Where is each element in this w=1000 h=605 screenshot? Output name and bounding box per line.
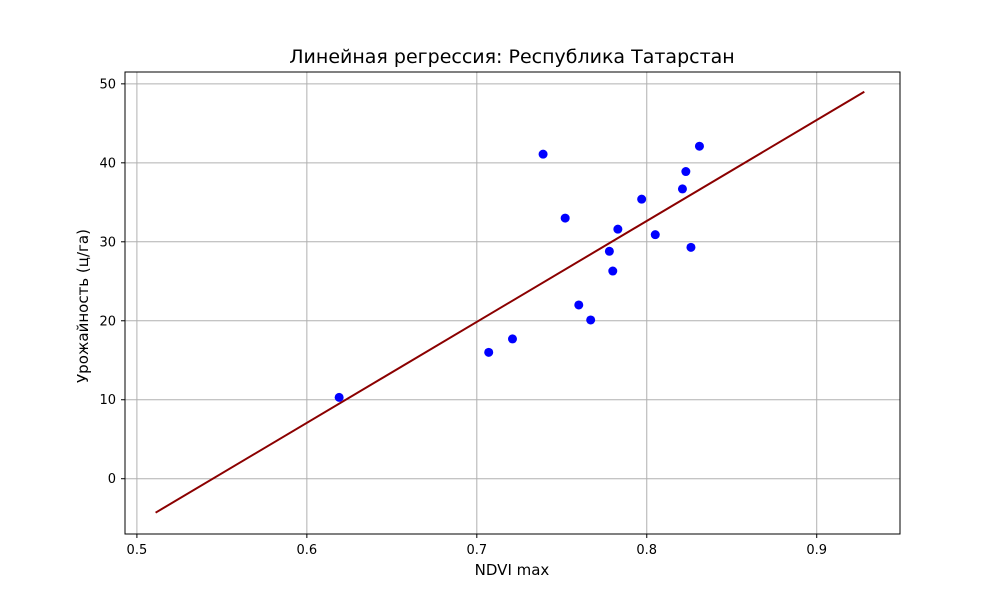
scatter-point [681,167,691,177]
scatter-point [608,266,618,276]
scatter-point [586,315,596,325]
scatter-point [694,141,704,151]
plot-area-frame [124,71,901,535]
scatter-point [484,347,494,357]
x-axis-label: NDVI max [475,561,550,579]
y-tick-label: 10 [99,393,116,408]
x-tick-label: 0.5 [127,543,148,558]
y-tick-label: 50 [99,77,116,92]
scatter-point [560,213,570,223]
regression-line [155,90,865,514]
chart-title: Линейная регрессия: Республика Татарстан [289,46,734,68]
x-tick-label: 0.7 [466,543,487,558]
scatter-points [334,141,704,402]
scatter-point [334,392,344,402]
axis-ticks: 0.5 0.6 0.7 0.8 0.9 0 10 20 30 40 50 [99,77,827,558]
y-tick-label: 0 [108,472,116,487]
scatter-point [508,334,517,344]
grid [125,72,900,534]
scatter-point [604,246,614,256]
regression-line-layer [155,90,865,514]
y-tick-label: 20 [99,314,116,329]
y-axis-label: Урожайность (ц/га) [74,229,92,383]
scatter-point [650,230,660,240]
x-tick-label: 0.6 [297,543,318,558]
y-tick-label: 30 [99,235,116,250]
scatter-point [538,149,548,159]
scatter-point [574,300,584,310]
y-tick-label: 40 [99,156,116,171]
scatter-point [677,184,687,194]
x-tick-label: 0.8 [636,543,657,558]
x-tick-label: 0.9 [806,543,827,558]
scatter-point [613,224,623,234]
scatter-point [637,194,647,204]
scatter-point [686,242,696,252]
